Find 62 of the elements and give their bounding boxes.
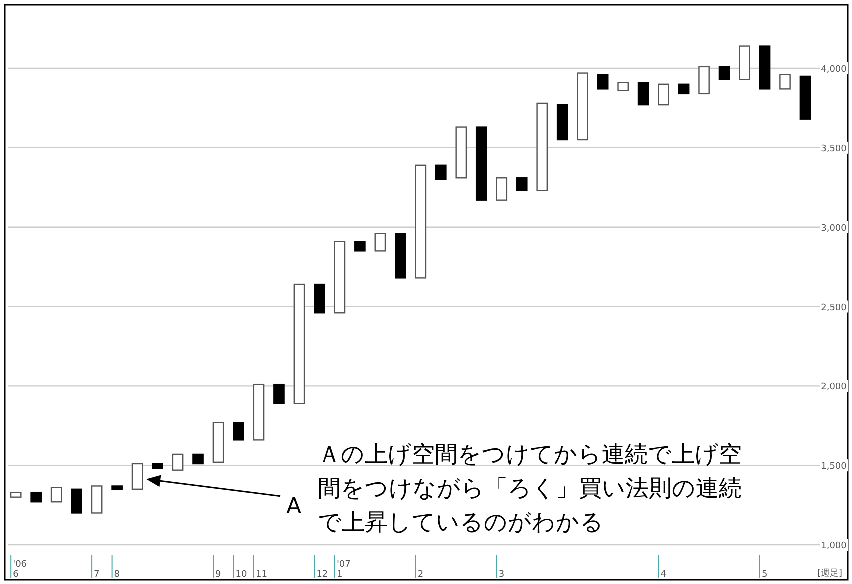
x-tick-label: 4 (660, 570, 667, 580)
candlestick (274, 384, 285, 404)
annotation: Ａの上げ空間をつけてから連続で上げ空間をつけながら「ろく」買い法則の連続で上昇しているのがわかる (318, 442, 742, 536)
candlestick (294, 284, 306, 404)
candlestick (456, 126, 468, 179)
candlestick (152, 463, 164, 470)
candlestick (192, 454, 204, 465)
x-axis-title: [週足] (817, 568, 843, 579)
candlestick (50, 487, 62, 503)
candlestick (334, 241, 346, 314)
candlestick (374, 233, 386, 252)
candlestick (496, 178, 508, 201)
candlestick (71, 488, 82, 514)
candlestick (780, 74, 791, 90)
candlestick (678, 84, 690, 95)
x-tick-label: 9 (216, 570, 222, 580)
candlestick (556, 104, 568, 141)
candlestick (759, 46, 771, 90)
y-tick-label: 1,500 (821, 462, 848, 472)
y-tick-label: 2,000 (821, 382, 848, 393)
candlestick (212, 422, 224, 464)
x-tick-label: 5 (762, 570, 768, 580)
candlestick (132, 463, 144, 490)
y-tick-label: 3,000 (821, 224, 848, 234)
candlestick (698, 66, 710, 95)
x-tick-label: 8 (114, 570, 120, 580)
candlestick (536, 102, 548, 192)
x-tick-label: '06 6 (13, 560, 28, 580)
candlestick (354, 241, 366, 252)
candlestick (577, 72, 589, 141)
x-tick-label: 10 (236, 570, 248, 580)
candlestick (10, 492, 22, 498)
x-tick-label: 2 (418, 570, 424, 580)
candlestick (476, 126, 488, 201)
candlestick (112, 486, 123, 490)
x-tick-label: 3 (498, 570, 505, 580)
candlestick (91, 486, 103, 514)
candlestick (597, 74, 609, 90)
y-tick-label: 2,500 (821, 303, 848, 314)
annotation: A (286, 494, 302, 520)
x-tick-label: 12 (316, 570, 328, 580)
candlestick (516, 178, 528, 192)
candlestick (638, 82, 650, 106)
y-tick-label: 3,500 (821, 144, 848, 154)
y-tick-label: 4,000 (821, 65, 848, 76)
y-tick-label: 1,000 (821, 542, 848, 552)
candlestick (658, 84, 670, 106)
candlestick (172, 454, 184, 471)
candlestick (415, 164, 427, 279)
candlestick (233, 422, 244, 441)
candlestick (314, 284, 326, 314)
x-tick-label: '07 1 (336, 560, 351, 580)
candlestick (253, 384, 265, 441)
x-tick-label: 11 (256, 570, 268, 580)
candlestick (718, 66, 730, 80)
candlestick (618, 82, 629, 92)
x-tick-label: 7 (94, 570, 100, 580)
candlestick (739, 46, 750, 80)
candlestick (395, 233, 406, 279)
candlestick (30, 492, 42, 503)
candlestick (800, 76, 812, 120)
candlestick (435, 164, 447, 180)
